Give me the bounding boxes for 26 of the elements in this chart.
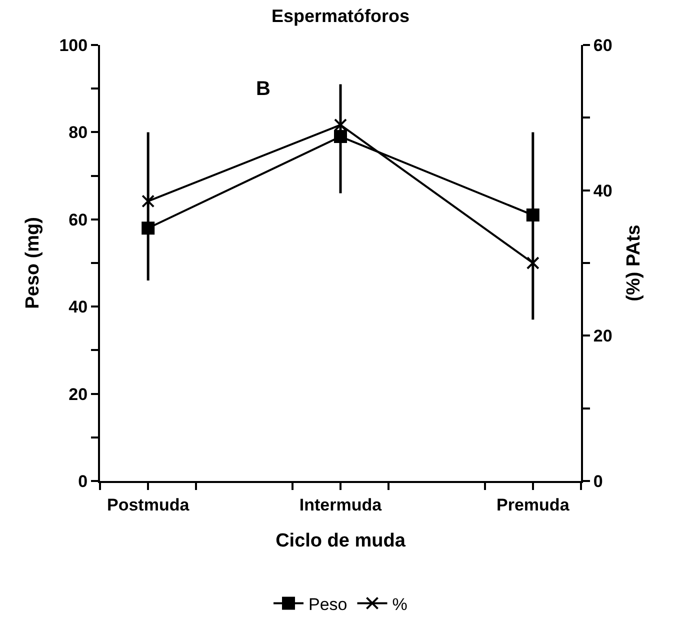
y2-tick-label: 60 bbox=[593, 36, 612, 55]
y-axis-title: Peso (mg) bbox=[22, 217, 44, 309]
x-tick-label: Intermuda bbox=[299, 495, 382, 514]
point bbox=[526, 256, 540, 270]
point bbox=[142, 222, 155, 235]
y2-tick-label: 0 bbox=[593, 472, 603, 491]
y-tick-label: 100 bbox=[59, 36, 88, 55]
chart-title: Espermatóforos bbox=[271, 6, 410, 26]
x-tick-label: Premuda bbox=[496, 495, 570, 514]
y-tick-label: 0 bbox=[78, 472, 88, 491]
point bbox=[526, 208, 540, 222]
point bbox=[334, 118, 347, 132]
point bbox=[142, 194, 155, 208]
legend-label: % bbox=[392, 594, 408, 614]
x-axis-title: Ciclo de muda bbox=[276, 530, 406, 552]
y-tick-label: 80 bbox=[68, 123, 88, 142]
y2-axis-title: (%) PAts bbox=[624, 224, 645, 302]
x-tick-label: Postmuda bbox=[107, 495, 190, 514]
annotation: B bbox=[256, 78, 270, 100]
y-tick-label: 60 bbox=[68, 210, 88, 230]
y2-tick-label: 20 bbox=[593, 326, 612, 346]
point bbox=[334, 130, 347, 144]
y2-tick-label: 40 bbox=[593, 181, 612, 200]
y-tick-label: 40 bbox=[68, 298, 88, 317]
y-tick-label: 20 bbox=[68, 384, 88, 404]
legend-label: Peso bbox=[308, 594, 348, 614]
